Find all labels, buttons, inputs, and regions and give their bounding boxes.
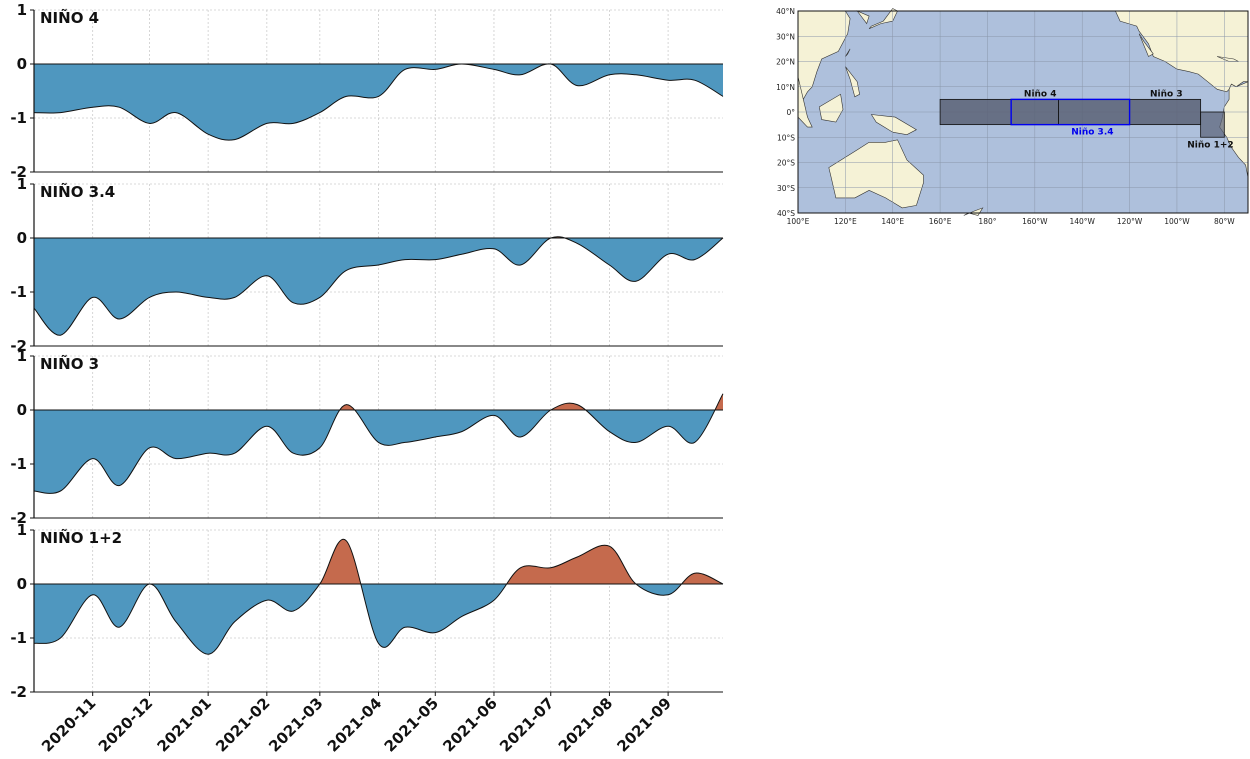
negative-anomaly-area [34,238,723,336]
y-tick-label: -1 [10,455,27,473]
y-tick-label: -2 [10,163,27,181]
panel-title: NIÑO 3 [40,354,99,373]
nino12-region [1200,111,1225,138]
map-lat-label: 10°S [777,133,795,142]
nino34-label: Niño 3.4 [1071,128,1113,138]
land-mass [868,8,898,29]
x-tick-label: 2021-02 [212,694,273,755]
nino-index-charts: 1 0 -1 -2 NIÑO 4 1 0 -1 -2 NIÑO 3.4 1 0 -1 -2 NIÑO 3 1 0… [10,1,724,756]
land-mass [845,48,851,57]
y-tick-label: 0 [17,55,27,73]
map-lon-label: 160°E [929,217,952,226]
y-tick-label: 0 [17,401,27,419]
land-mass [856,10,870,25]
negative-anomaly-area [34,584,723,655]
map-lon-label: 100°W [1164,217,1190,226]
series-line [33,63,724,141]
y-tick-label: 1 [17,347,27,365]
negative-anomaly-area [34,64,723,141]
positive-anomaly-area [34,539,723,584]
land-mass [1219,81,1249,178]
map-frame [797,10,1249,214]
y-tick-label: -2 [10,683,27,701]
map-lat-label: 40°S [777,209,795,218]
x-tick-label: 2021-09 [614,694,675,755]
nino4-region [939,98,1059,126]
map-lon-label: 160°W [1022,217,1048,226]
land-mass [870,114,918,136]
map-lon-label: 80°W [1214,217,1235,226]
nino12-label: Niño 1+2 [1187,140,1233,150]
x-tick-label: 2021-05 [381,694,442,755]
x-tick-label: 2021-06 [439,694,500,755]
y-tick-label: -1 [10,109,27,127]
map-lat-label: 10°N [776,83,795,92]
x-tick-label: 2020-11 [38,694,99,755]
y-tick-label: -1 [10,283,27,301]
map-lat-label: 20°S [777,159,795,168]
land-mass [845,66,860,98]
panel-title: NIÑO 3.4 [40,182,115,201]
map-lon-label: 180° [978,217,996,226]
series-line [33,393,724,494]
y-tick-label: -2 [10,509,27,527]
map-lat-label: 30°S [777,184,795,193]
map-lon-label: 140°E [881,217,904,226]
series-line [33,236,724,336]
nino3-label: Niño 3 [1150,89,1183,99]
negative-anomaly-area [34,410,723,494]
y-tick-label: 1 [17,1,27,19]
map-lon-label: 120°E [834,217,857,226]
y-tick-label: 1 [17,521,27,539]
y-tick-label: 0 [17,229,27,247]
y-tick-label: -2 [10,337,27,355]
x-tick-label: 2021-08 [555,694,616,755]
x-tick-label: 2021-01 [154,694,215,755]
map-lon-label: 140°W [1069,217,1095,226]
panel-1: 1 0 -1 -2 NIÑO 4 [10,1,724,181]
y-tick-label: -1 [10,629,27,647]
panel-title: NIÑO 1+2 [40,528,122,547]
panel-4: 1 0 -1 -2 NIÑO 1+2 [10,521,724,701]
land-mass [1138,33,1154,57]
map-lat-label: 30°N [776,32,795,41]
x-tick-label: 2021-03 [265,694,326,755]
x-tick-label: 2021-07 [496,694,557,755]
panel-2: 1 0 -1 -2 NIÑO 3.4 [10,175,724,355]
y-tick-label: 0 [17,575,27,593]
map-lon-label: 120°W [1117,217,1143,226]
nino4-label: Niño 4 [1024,89,1057,99]
panel-3: 1 0 -1 -2 NIÑO 3 [10,347,724,527]
nino34-region [1010,98,1131,126]
land-mass [1114,10,1249,93]
x-tick-label: 2020-12 [95,694,156,755]
map-lat-label: 20°N [776,58,795,67]
y-tick-label: 1 [17,175,27,193]
x-tick-label: 2021-04 [324,694,385,755]
map-lat-label: 40°N [776,7,795,16]
panel-title: NIÑO 4 [40,8,99,27]
land-mass [818,93,844,123]
map-lat-label: 0° [786,108,795,117]
map-lon-label: 100°E [787,217,810,226]
